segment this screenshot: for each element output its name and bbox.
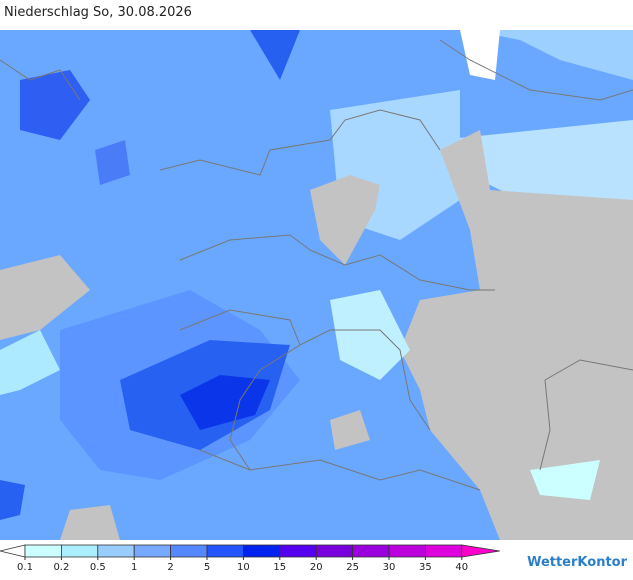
legend-swatch [97,544,135,558]
legend-swatch [206,544,244,558]
legend-label: 0.1 [17,562,33,573]
legend-swatch [133,544,171,558]
map-area [0,30,633,540]
legend-swatch [0,544,26,558]
legend-swatch [170,544,208,558]
legend-swatch [352,544,390,558]
legend-label: 10 [237,562,250,573]
legend-label: 20 [310,562,323,573]
legend-label: 2 [167,562,173,573]
logo: WetterKontor [527,555,627,570]
legend-label: 15 [273,562,286,573]
legend-swatch [461,544,500,558]
legend-swatch [61,544,99,558]
map-title: Niederschlag So, 30.08.2026 [4,5,192,20]
legend-swatch [315,544,354,558]
color-legend: 0.1 0.2 0.5 1 2 5 10 15 20 25 30 35 40 [0,544,500,573]
legend-swatch [24,544,62,558]
legend-label: 5 [204,562,210,573]
legend-swatch [388,544,426,558]
legend-swatch [279,544,317,558]
legend-label: 25 [346,562,359,573]
legend-swatch [242,544,281,558]
legend-label: 0.2 [53,562,69,573]
legend-label: 35 [419,562,432,573]
legend-label: 40 [455,562,468,573]
legend-label: 0.5 [90,562,106,573]
legend-swatch [424,544,463,558]
legend-label: 30 [383,562,396,573]
legend-label: 1 [131,562,137,573]
